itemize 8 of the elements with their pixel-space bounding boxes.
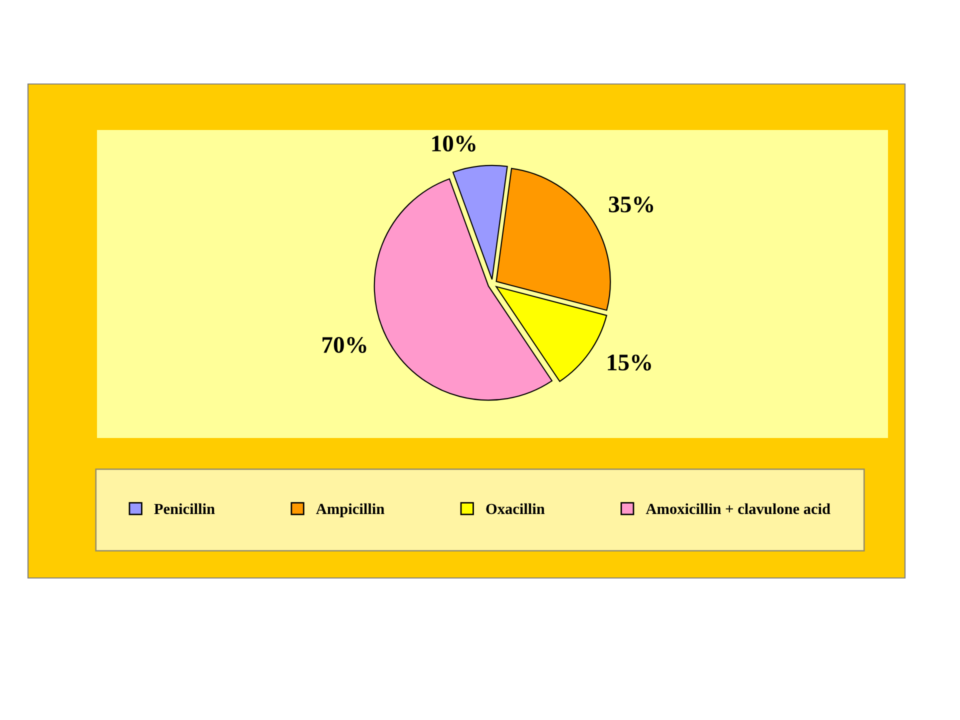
- data-label: 35%: [608, 196, 654, 212]
- legend-label: Ampicillin: [316, 503, 384, 518]
- data-label: 70%: [322, 336, 366, 354]
- legend-label: Penicillin: [154, 503, 215, 514]
- data-label: 15%: [608, 354, 651, 371]
- legend-label: Oxacillin: [486, 503, 545, 514]
- legend-label: Amoxicillin + clavulone acid: [646, 503, 830, 514]
- data-label: 10%: [432, 136, 476, 152]
